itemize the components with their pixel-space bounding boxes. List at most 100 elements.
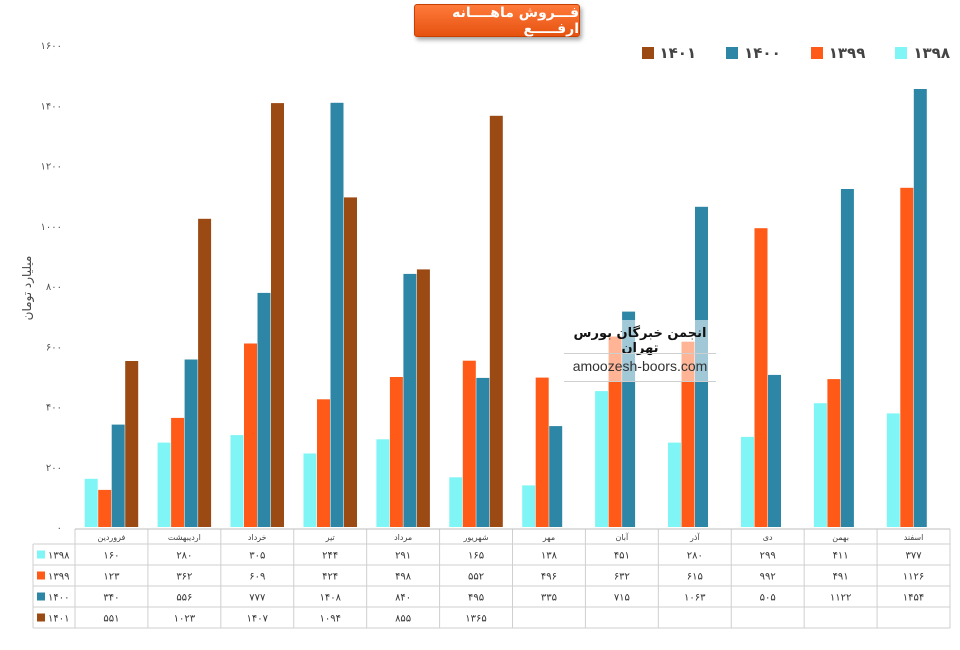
bar-۱۴۰۰-1 bbox=[184, 359, 198, 527]
bar-۱۳۹۸-6 bbox=[522, 485, 536, 527]
legend-label-1401: ۱۴۰۱ bbox=[659, 44, 697, 62]
x-tick-label: فروردین bbox=[98, 533, 126, 542]
bar-۱۴۰۰-0 bbox=[111, 424, 125, 527]
bar-۱۴۰۰-5 bbox=[476, 377, 490, 527]
bar-۱۳۹۹-8 bbox=[681, 341, 695, 527]
bar-۱۴۰۱-1 bbox=[198, 218, 212, 528]
bar-۱۳۹۸-9 bbox=[741, 436, 754, 527]
table-legend-key-۱۴۰۱ bbox=[37, 613, 45, 622]
x-tick-label: بهمن bbox=[832, 533, 849, 542]
x-tick-label: اسفند bbox=[904, 533, 924, 542]
chart-title: فـــروش ماهــــانه ارفـــــع bbox=[414, 4, 580, 37]
bar-۱۴۰۰-3 bbox=[330, 102, 344, 528]
bar-۱۳۹۸-5 bbox=[449, 477, 463, 527]
table-cell: ۴۱۱ bbox=[833, 551, 849, 562]
table-cell: ۱۲۳ bbox=[103, 572, 120, 583]
table-cell: ۷۷۷ bbox=[249, 593, 266, 604]
table-cell: ۵۵۱ bbox=[103, 614, 119, 625]
bar-۱۴۰۱-4 bbox=[416, 269, 430, 527]
table-cell: ۱۴۰۸ bbox=[319, 593, 341, 604]
table-cell: ۳۷۷ bbox=[905, 551, 922, 562]
table-cell: ۶۱۵ bbox=[687, 572, 703, 583]
table-cell: ۲۴۴ bbox=[322, 551, 338, 562]
bar-۱۳۹۹-1 bbox=[171, 417, 185, 527]
x-tick-label: مهر bbox=[542, 533, 555, 542]
x-tick-label: آذر bbox=[689, 532, 700, 542]
bar-۱۳۹۹-7 bbox=[608, 336, 622, 527]
bar-۱۴۰۰-11 bbox=[913, 89, 927, 527]
watermark-divider-bottom bbox=[564, 381, 716, 382]
y-tick-label: ۰ bbox=[57, 523, 62, 534]
x-tick-label: تیر bbox=[325, 533, 335, 542]
y-tick-label: ۱۰۰۰ bbox=[41, 222, 62, 233]
table-cell: ۶۰۹ bbox=[249, 572, 265, 583]
table-cell: ۱۳۶۵ bbox=[465, 614, 486, 625]
table-cell: ۴۹۶ bbox=[541, 572, 557, 583]
table-cell: ۳۴۰ bbox=[103, 593, 119, 604]
y-tick-label: ۸۰۰ bbox=[46, 282, 62, 293]
data-table: فروردین اردیبهشت خرداد تیر مرداد شهریور مهر آبا… bbox=[32, 528, 951, 629]
watermark-title: انجمن خبرگان بورس تهران bbox=[573, 326, 707, 356]
watermark: انجمن خبرگان بورس تهران amoozesh-boors.c… bbox=[556, 320, 724, 382]
bar-۱۴۰۰-4 bbox=[403, 273, 417, 527]
bar-۱۳۹۸-2 bbox=[230, 435, 244, 527]
legend-label-1398: ۱۳۹۸ bbox=[913, 44, 950, 62]
table-series-label: ۱۳۹۹ bbox=[48, 572, 69, 583]
x-tick-label: شهریور bbox=[463, 533, 489, 542]
legend: ۱۳۹۸ ۱۳۹۹ ۱۴۰۰ ۱۴۰۱ bbox=[641, 42, 950, 64]
bar-۱۳۹۹-9 bbox=[754, 228, 768, 527]
bar-۱۳۹۸-8 bbox=[668, 442, 681, 527]
table-cell: ۴۵۱ bbox=[614, 551, 630, 562]
legend-item-1399: ۱۳۹۹ bbox=[810, 44, 866, 62]
table-series-label: ۱۴۰۰ bbox=[48, 593, 69, 604]
table-cell: ۱۰۶۳ bbox=[684, 593, 706, 604]
bar-۱۳۹۸-1 bbox=[157, 442, 171, 527]
table-series-label: ۱۳۹۸ bbox=[48, 551, 70, 562]
table-cell: ۱۴۰۷ bbox=[247, 614, 269, 625]
table-cell: ۷۱۵ bbox=[614, 593, 630, 604]
bar-۱۴۰۰-6 bbox=[549, 426, 563, 527]
bar-۱۴۰۱-5 bbox=[489, 115, 503, 528]
table-cell: ۳۳۵ bbox=[541, 593, 557, 604]
bar-۱۳۹۹-10 bbox=[827, 379, 841, 527]
x-tick-label: مرداد bbox=[394, 533, 412, 542]
legend-swatch-1401 bbox=[641, 47, 654, 59]
table-cell: ۱۱۲۲ bbox=[830, 593, 851, 604]
y-tick-label: ۴۰۰ bbox=[46, 403, 62, 414]
table-cell: ۴۹۱ bbox=[833, 572, 849, 583]
table-series-label: ۱۴۰۱ bbox=[48, 614, 69, 625]
bar-۱۴۰۱-0 bbox=[125, 361, 139, 527]
table-cell: ۱۶۰ bbox=[103, 551, 119, 562]
y-tick-label: ۱۶۰۰ bbox=[41, 41, 62, 52]
legend-item-1400: ۱۴۰۰ bbox=[726, 44, 781, 62]
legend-swatch-1399 bbox=[810, 47, 823, 59]
table-cell: ۵۵۶ bbox=[176, 593, 192, 604]
y-tick-label: ۱۲۰۰ bbox=[41, 162, 62, 173]
table-cell: ۸۴۰ bbox=[395, 593, 411, 604]
legend-swatch-1398 bbox=[895, 47, 908, 59]
table-cell: ۸۵۵ bbox=[395, 614, 411, 625]
table-cell: ۱۶۵ bbox=[468, 551, 484, 562]
bar-۱۴۰۱-3 bbox=[344, 197, 357, 527]
bar-۱۳۹۸-11 bbox=[886, 413, 900, 527]
bar-۱۳۹۹-0 bbox=[98, 489, 112, 527]
watermark-divider bbox=[564, 353, 716, 354]
y-tick-label: ۶۰۰ bbox=[46, 342, 62, 353]
table-legend-key-۱۳۹۸ bbox=[37, 550, 45, 559]
legend-label-1399: ۱۳۹۹ bbox=[828, 44, 866, 62]
bar-۱۴۰۰-2 bbox=[257, 292, 271, 527]
table-cell: ۱۴۵۴ bbox=[903, 593, 924, 604]
x-tick-label: دی bbox=[763, 533, 773, 542]
table-cell: ۲۹۱ bbox=[395, 551, 411, 562]
legend-item-1401: ۱۴۰۱ bbox=[641, 44, 697, 62]
bar-۱۳۹۹-2 bbox=[244, 343, 257, 527]
x-tick-label: خرداد bbox=[248, 533, 267, 542]
table-legend-key-۱۳۹۹ bbox=[37, 571, 45, 580]
table-cell: ۲۹۹ bbox=[760, 551, 776, 562]
table-cell: ۶۳۲ bbox=[614, 572, 630, 583]
y-axis-label: میلیارد تومان bbox=[20, 256, 35, 321]
table-cell: ۴۹۸ bbox=[395, 572, 412, 583]
legend-label-1400: ۱۴۰۰ bbox=[744, 44, 781, 62]
table-legend-key-۱۴۰۰ bbox=[37, 592, 45, 601]
